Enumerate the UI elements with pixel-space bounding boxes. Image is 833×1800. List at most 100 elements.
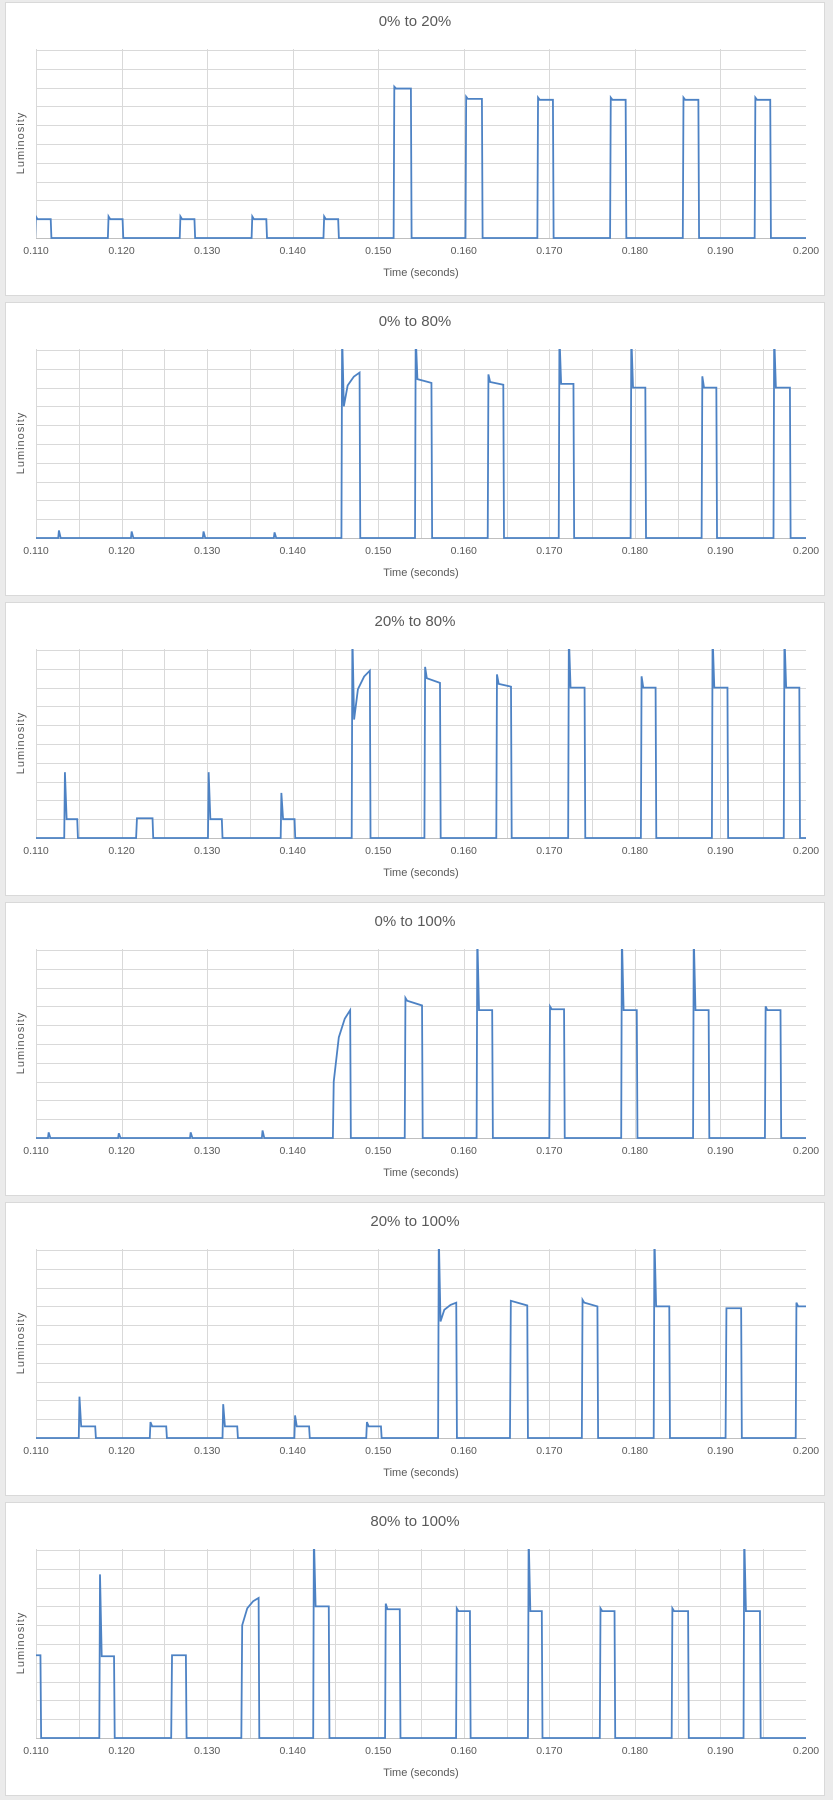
x-tick-label: 0.110: [23, 1145, 49, 1157]
x-tick-label: 0.120: [108, 1745, 135, 1757]
x-tick-label: 0.180: [621, 1145, 649, 1157]
x-tick-label: 0.170: [536, 845, 563, 857]
line-series-svg: [36, 349, 806, 539]
x-axis-title: Time (seconds): [383, 267, 459, 279]
x-tick-label: 0.180: [621, 245, 649, 257]
x-tick-label: 0.170: [536, 1745, 563, 1757]
x-tick-label: 0.130: [193, 1145, 221, 1157]
x-axis-ticks: 0.110 0.120 0.130 0.140 0.150 0.160 0.170 0.180…: [23, 845, 819, 859]
x-tick-label: 0.140: [279, 1145, 306, 1157]
x-tick-label: 0.160: [450, 845, 477, 857]
x-tick-label: 0.140: [279, 845, 306, 857]
x-tick-label: 0.140: [279, 1445, 306, 1457]
x-tick-label: 0.200: [792, 845, 820, 857]
chart-panel-0-to-100[interactable]: 0% to 100% Luminosity 0.110 0.120 0.130 0.1…: [5, 902, 825, 1196]
x-tick-label: 0.180: [621, 545, 649, 557]
plot-area: [36, 349, 806, 539]
plot-area: [36, 1549, 806, 1739]
x-tick-label: 0.150: [365, 845, 392, 857]
x-tick-label: 0.200: [792, 245, 820, 257]
x-tick-label: 0.140: [279, 245, 306, 257]
x-tick-label: 0.120: [108, 845, 135, 857]
x-tick-label: 0.160: [450, 1445, 477, 1457]
x-tick-label: 0.120: [108, 1445, 135, 1457]
line-series-svg: [36, 1249, 806, 1439]
x-tick-label: 0.190: [707, 1145, 734, 1157]
chart-panel-0-to-80[interactable]: 0% to 80% Luminosity 0.110 0.120 0.130 0.14…: [5, 302, 825, 596]
y-axis-title: Luminosity: [15, 711, 27, 775]
chart-title: 0% to 20%: [378, 13, 452, 30]
y-axis-title: Luminosity: [15, 1011, 27, 1075]
x-axis-ticks: 0.110 0.120 0.130 0.140 0.150 0.160 0.170 0.180…: [23, 545, 819, 559]
x-tick-label: 0.110: [23, 1445, 49, 1457]
x-tick-label: 0.200: [792, 1445, 820, 1457]
x-tick-label: 0.180: [621, 1745, 649, 1757]
x-tick-label: 0.190: [707, 245, 734, 257]
x-tick-label: 0.150: [365, 545, 392, 557]
x-axis-ticks: 0.110 0.120 0.130 0.140 0.150 0.160 0.170 0.180…: [23, 1145, 819, 1159]
x-axis-title: Time (seconds): [383, 867, 459, 879]
x-tick-label: 0.160: [450, 245, 477, 257]
chart-panel-80-to-100[interactable]: 80% to 100% Luminosity 0.110 0.120 0.130 0.…: [5, 1502, 825, 1796]
chart-title: 80% to 100%: [370, 1513, 460, 1530]
x-tick-label: 0.140: [279, 1745, 306, 1757]
x-tick-label: 0.110: [23, 845, 49, 857]
x-axis-ticks: 0.110 0.120 0.130 0.140 0.150 0.160 0.170 0.180…: [23, 1745, 819, 1759]
x-tick-label: 0.110: [23, 245, 49, 257]
x-tick-label: 0.160: [450, 1145, 477, 1157]
chart-title: 20% to 100%: [370, 1213, 460, 1230]
plot-area: [36, 649, 806, 839]
chart-title: 20% to 80%: [374, 613, 456, 630]
chart-title: 0% to 80%: [378, 313, 452, 330]
chart-panel-0-to-20[interactable]: 0% to 20% Luminosity 0.110 0.120 0.130 0.14…: [5, 2, 825, 296]
x-tick-label: 0.170: [536, 545, 563, 557]
y-axis-title: Luminosity: [15, 1611, 27, 1675]
x-tick-label: 0.170: [536, 1445, 563, 1457]
x-tick-label: 0.160: [450, 1745, 477, 1757]
x-tick-label: 0.200: [792, 1745, 820, 1757]
y-axis-title: Luminosity: [15, 111, 27, 175]
x-tick-label: 0.120: [108, 545, 135, 557]
x-tick-label: 0.140: [279, 545, 306, 557]
x-axis-ticks: 0.110 0.120 0.130 0.140 0.150 0.160 0.170 0.180…: [23, 1445, 819, 1459]
y-axis-title: Luminosity: [15, 1311, 27, 1375]
x-tick-label: 0.190: [707, 1745, 734, 1757]
x-tick-label: 0.110: [23, 545, 49, 557]
x-tick-label: 0.130: [193, 1745, 221, 1757]
x-tick-label: 0.150: [365, 1445, 392, 1457]
x-tick-label: 0.190: [707, 1445, 734, 1457]
chart-title: 0% to 100%: [374, 913, 456, 930]
x-tick-label: 0.150: [365, 1745, 392, 1757]
x-tick-label: 0.170: [536, 245, 563, 257]
x-tick-label: 0.120: [108, 1145, 135, 1157]
line-series-svg: [36, 49, 806, 239]
x-tick-label: 0.110: [23, 1745, 49, 1757]
x-tick-label: 0.130: [193, 245, 221, 257]
x-tick-label: 0.200: [792, 1145, 820, 1157]
plot-area: [36, 49, 806, 239]
x-tick-label: 0.130: [193, 545, 221, 557]
x-tick-label: 0.190: [707, 845, 734, 857]
x-tick-label: 0.190: [707, 545, 734, 557]
chart-panel-20-to-80[interactable]: 20% to 80% Luminosity 0.110 0.120 0.130 0.1…: [5, 602, 825, 896]
x-tick-label: 0.120: [108, 245, 135, 257]
x-tick-label: 0.150: [365, 245, 392, 257]
x-tick-label: 0.150: [365, 1145, 392, 1157]
x-axis-title: Time (seconds): [383, 1467, 459, 1479]
x-tick-label: 0.180: [621, 845, 649, 857]
x-axis-ticks: 0.110 0.120 0.130 0.140 0.150 0.160 0.170 0.180…: [23, 245, 819, 259]
x-tick-label: 0.160: [450, 545, 477, 557]
x-tick-label: 0.200: [792, 545, 820, 557]
x-axis-title: Time (seconds): [383, 1167, 459, 1179]
x-axis-title: Time (seconds): [383, 1767, 459, 1779]
line-series-svg: [36, 949, 806, 1139]
x-tick-label: 0.130: [193, 845, 221, 857]
y-axis-title: Luminosity: [15, 411, 27, 475]
line-series-svg: [36, 649, 806, 839]
chart-panel-20-to-100[interactable]: 20% to 100% Luminosity 0.110 0.120 0.130 0.…: [5, 1202, 825, 1496]
x-axis-title: Time (seconds): [383, 567, 459, 579]
plot-area: [36, 1249, 806, 1439]
x-tick-label: 0.170: [536, 1145, 563, 1157]
line-series-svg: [36, 1549, 806, 1739]
plot-area: [36, 949, 806, 1139]
